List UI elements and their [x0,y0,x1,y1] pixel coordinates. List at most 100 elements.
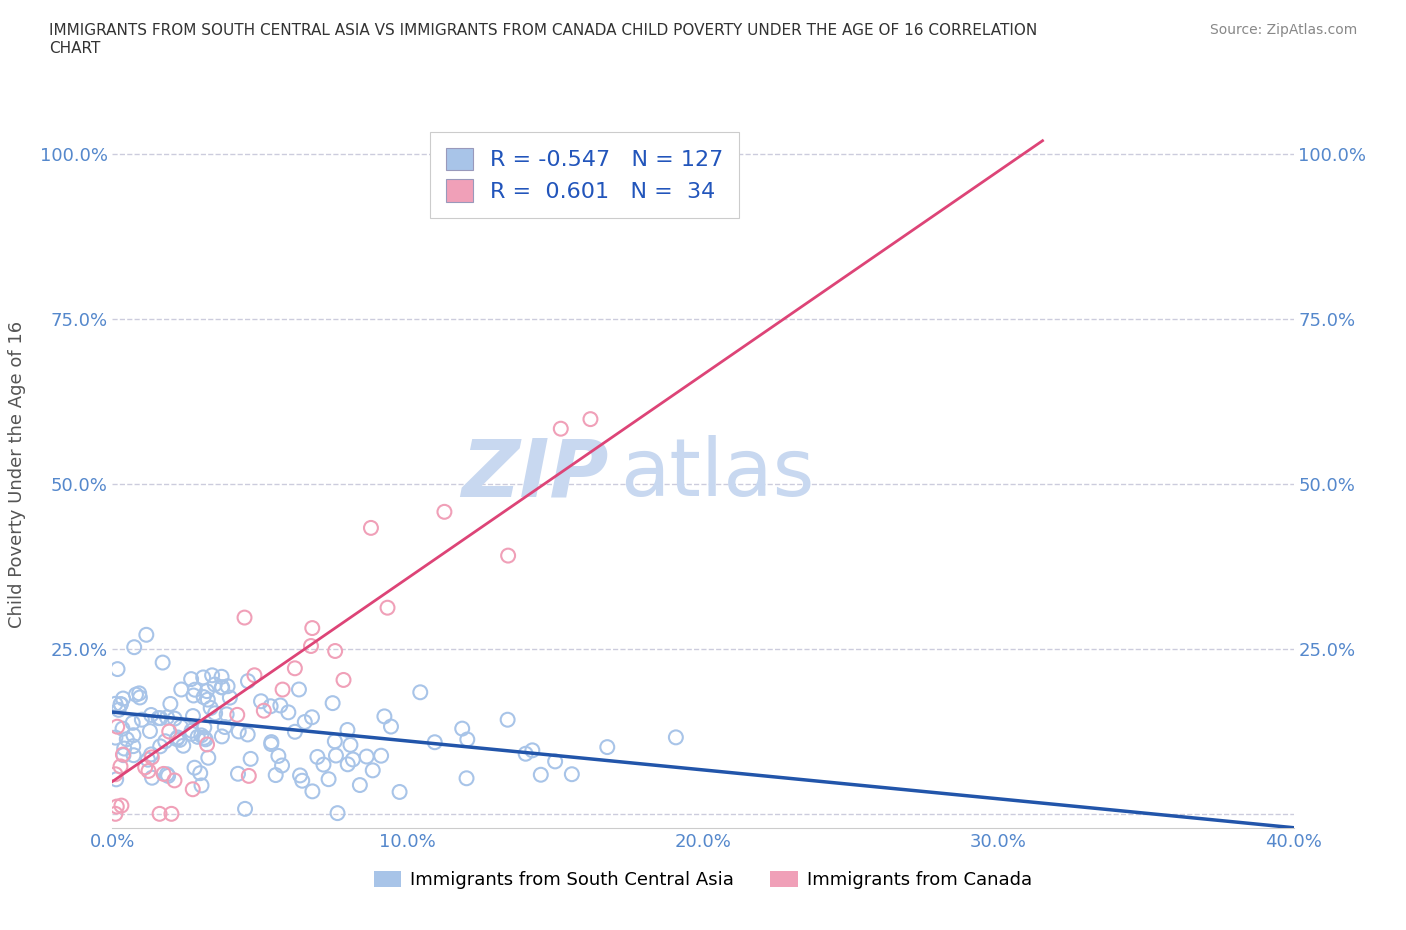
Point [294,714,316,729]
Point [291,773,314,788]
Point [299,639,322,654]
Point [423,735,446,750]
Point [166,732,188,747]
Point [148,711,170,725]
Point [233,802,256,817]
Point [233,610,256,625]
Point [110,759,132,774]
Point [128,686,150,701]
Point [139,708,162,723]
Point [105,719,128,734]
Point [342,752,364,767]
Point [157,724,180,739]
Point [195,737,218,751]
Point [217,679,239,694]
Point [112,741,135,756]
Point [318,772,340,787]
Point [243,668,266,683]
Point [211,680,233,695]
Point [332,672,354,687]
Point [388,785,411,800]
Point [122,738,145,753]
Point [197,751,219,765]
Point [356,749,378,764]
Point [163,773,186,788]
Point [271,682,294,697]
Text: ZIP: ZIP [461,435,609,513]
Point [301,784,323,799]
Point [370,749,392,764]
Point [110,697,132,711]
Point [579,412,602,427]
Point [135,628,157,643]
Point [121,715,143,730]
Point [187,729,209,744]
Point [125,687,148,702]
Point [181,782,204,797]
Point [115,732,138,747]
Point [264,767,287,782]
Point [253,703,276,718]
Point [181,709,204,724]
Point [152,766,174,781]
Point [141,770,163,785]
Point [326,805,349,820]
Point [122,728,145,743]
Point [183,688,205,703]
Point [260,735,283,750]
Point [105,772,128,787]
Point [239,751,262,766]
Point [214,720,236,735]
Point [160,806,183,821]
Point [267,749,290,764]
Point [194,732,217,747]
Point [193,730,215,745]
Point [451,721,474,736]
Point [112,748,135,763]
Point [496,712,519,727]
Point [170,719,193,734]
Point [110,798,132,813]
Point [284,661,307,676]
Point [433,504,456,519]
Point [155,734,177,749]
Point [104,806,127,821]
Point [250,694,273,709]
Point [226,708,249,723]
Point [377,600,399,615]
Text: IMMIGRANTS FROM SOUTH CENTRAL ASIA VS IMMIGRANTS FROM CANADA CHILD POVERTY UNDER: IMMIGRANTS FROM SOUTH CENTRAL ASIA VS IM… [49,23,1038,56]
Point [195,684,218,698]
Point [259,698,281,713]
Point [149,738,172,753]
Point [211,680,233,695]
Point [138,764,160,778]
Point [665,730,688,745]
Text: Source: ZipAtlas.com: Source: ZipAtlas.com [1209,23,1357,37]
Point [180,726,202,741]
Point [134,760,156,775]
Point [561,766,583,781]
Point [104,697,127,711]
Point [197,692,219,707]
Point [325,748,347,763]
Point [336,757,359,772]
Point [156,767,179,782]
Point [456,732,478,747]
Point [544,754,567,769]
Point [323,734,346,749]
Point [336,723,359,737]
Point [260,737,283,751]
Point [122,640,145,655]
Point [107,702,129,717]
Point [166,730,188,745]
Point [180,724,202,738]
Point [104,767,127,782]
Point [596,739,619,754]
Point [104,730,127,745]
Point [149,711,172,725]
Point [170,682,193,697]
Point [211,729,233,744]
Point [148,806,170,821]
Point [159,697,181,711]
Point [200,700,222,715]
